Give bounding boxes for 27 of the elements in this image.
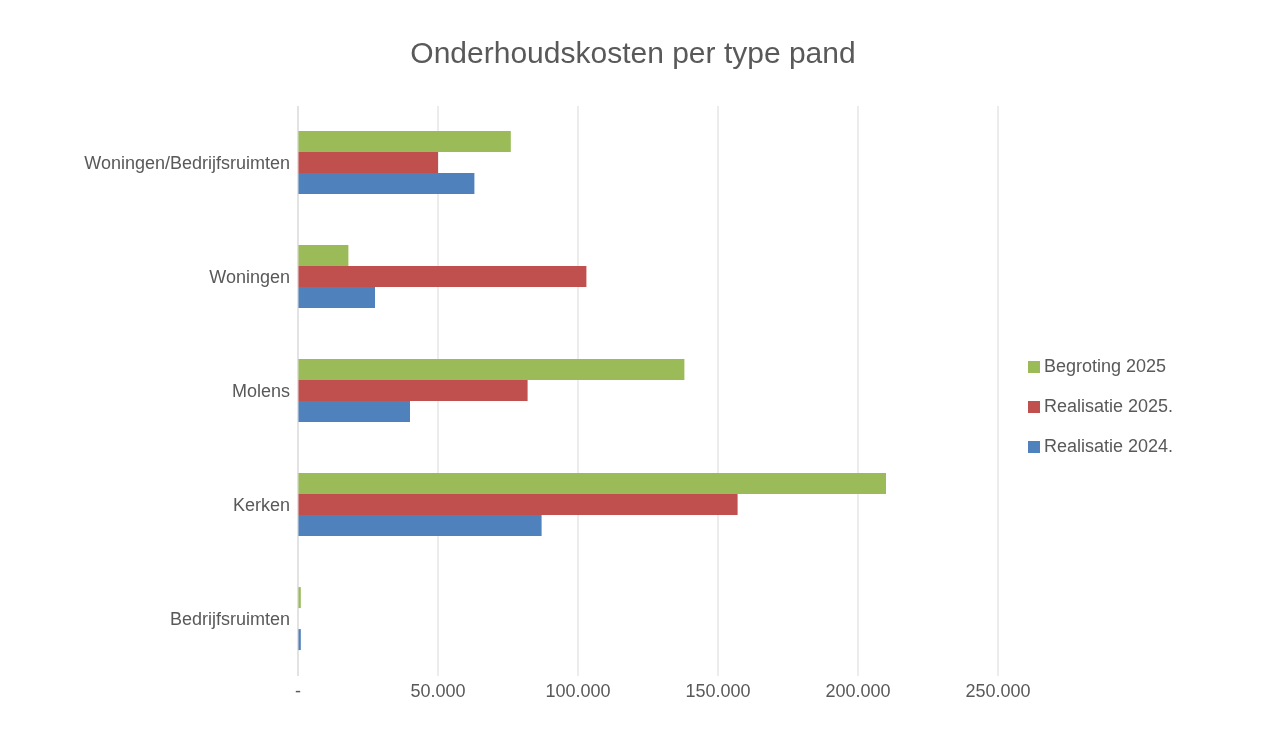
bar [298, 287, 375, 309]
bar [298, 473, 886, 495]
bar [298, 131, 511, 153]
legend-label: Realisatie 2025. [1044, 396, 1174, 416]
x-tick-label: 250.000 [965, 680, 1031, 701]
x-tick-label: - [295, 680, 301, 701]
legend-label: Begroting 2025 [1044, 356, 1167, 376]
y-tick-label: Woningen/Bedrijfsruimten [84, 153, 290, 174]
y-tick-label: Kerken [232, 495, 290, 516]
bar [298, 245, 349, 267]
x-tick-label: 50.000 [410, 680, 466, 701]
x-tick-label: 100.000 [545, 680, 611, 701]
x-tick-label: 200.000 [825, 680, 891, 701]
y-tick-label: Bedrijfsruimten [169, 609, 290, 630]
bar [298, 173, 475, 195]
y-tick-label: Woningen [209, 267, 290, 288]
y-tick-label: Molens [231, 381, 290, 402]
bar [298, 152, 438, 174]
chart-title: Onderhoudskosten per type pand [409, 35, 857, 71]
bar [298, 515, 542, 537]
bar [298, 380, 528, 402]
legend-label: Realisatie 2024. [1044, 436, 1174, 456]
bar [298, 266, 587, 288]
bar [298, 401, 410, 423]
bar [298, 494, 738, 516]
x-tick-label: 150.000 [685, 680, 751, 701]
bar [298, 359, 685, 381]
